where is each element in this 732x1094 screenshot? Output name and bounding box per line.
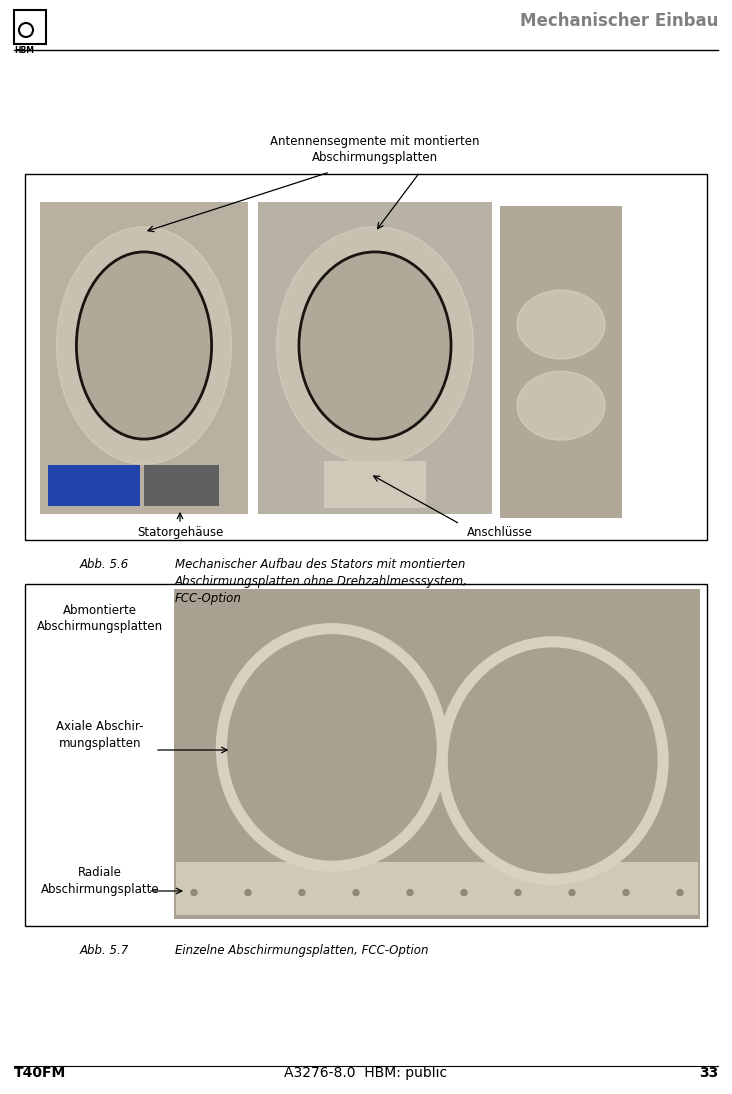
Bar [500,206,622,517]
Circle shape [623,889,629,896]
Ellipse shape [253,662,411,834]
Ellipse shape [221,629,442,866]
Text: 33: 33 [699,1066,718,1080]
Bar [40,202,248,514]
Bar [14,10,46,44]
Ellipse shape [56,226,231,464]
Ellipse shape [299,252,451,439]
Text: A3276-8.0  HBM: public: A3276-8.0 HBM: public [285,1066,447,1080]
Circle shape [245,889,251,896]
Text: Mechanischer Aufbau des Stators mit montierten
Abschirmungsplatten ohne Drehzahl: Mechanischer Aufbau des Stators mit mont… [175,558,468,605]
Circle shape [677,889,683,896]
Bar [25,174,707,540]
Text: Mechanischer Einbau: Mechanischer Einbau [520,12,718,30]
Ellipse shape [76,252,212,439]
Bar [25,584,707,926]
Text: Antennensegmente mit montierten
Abschirmungsplatten: Antennensegmente mit montierten Abschirm… [270,135,479,164]
Circle shape [407,889,413,896]
Ellipse shape [517,290,605,359]
Bar [174,589,700,919]
Text: Einzelne Abschirmungsplatten, FCC-Option: Einzelne Abschirmungsplatten, FCC-Option [175,944,428,957]
Text: HBM: HBM [14,46,34,55]
Bar [324,462,427,508]
Circle shape [191,889,197,896]
Text: Statorgehäuse: Statorgehäuse [137,526,223,539]
Circle shape [515,889,521,896]
Circle shape [353,889,359,896]
Text: Abb. 5.7: Abb. 5.7 [80,944,130,957]
Ellipse shape [517,371,605,440]
Text: Anschlüsse: Anschlüsse [467,526,533,539]
Text: Abmontierte
Abschirmungsplatten: Abmontierte Abschirmungsplatten [37,604,163,633]
Bar [144,465,219,507]
Text: Axiale Abschir-
mungsplatten: Axiale Abschir- mungsplatten [56,721,143,749]
Ellipse shape [474,675,632,847]
Bar [48,465,140,507]
Text: Radiale
Abschirmungsplatte: Radiale Abschirmungsplatte [41,866,160,896]
Text: Abb. 5.6: Abb. 5.6 [80,558,130,571]
Bar [258,202,492,514]
Circle shape [461,889,467,896]
Ellipse shape [277,226,474,464]
Circle shape [569,889,575,896]
Bar [176,862,698,915]
Ellipse shape [442,642,663,880]
Circle shape [299,889,305,896]
Text: T40FM: T40FM [14,1066,67,1080]
